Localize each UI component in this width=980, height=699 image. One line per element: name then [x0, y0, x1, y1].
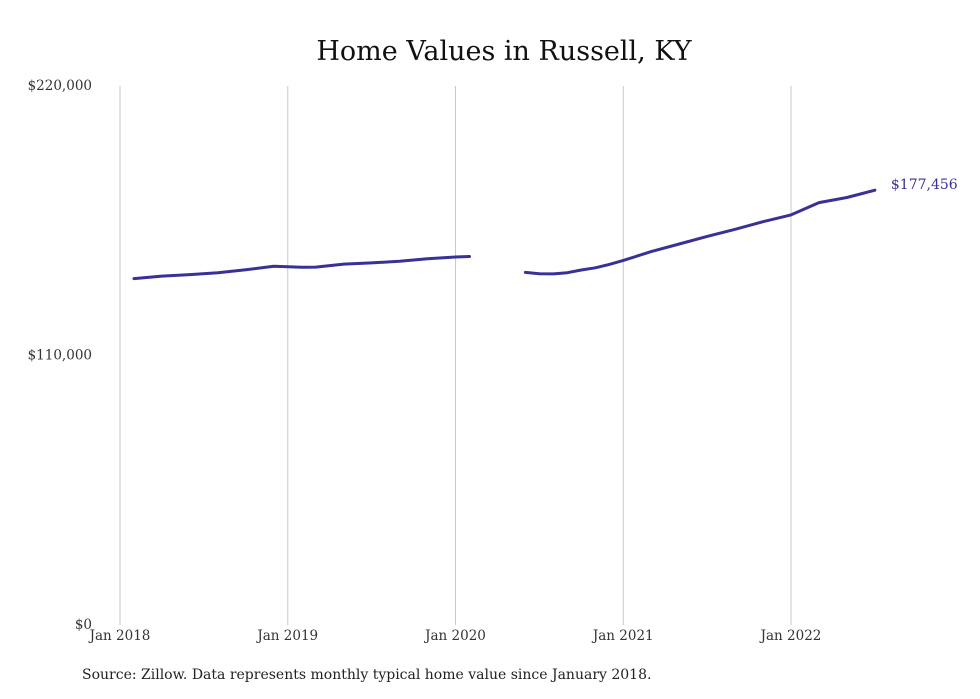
- source-note: Source: Zillow. Data represents monthly …: [82, 667, 652, 683]
- x-tick-label-1: Jan 2019: [255, 628, 318, 644]
- x-axis-ticks: Jan 2018 Jan 2019 Jan 2020 Jan 2021 Jan 2022: [88, 628, 822, 644]
- x-tick-label-0: Jan 2018: [88, 628, 151, 644]
- x-tick-label-3: Jan 2021: [591, 628, 654, 644]
- y-tick-label-2: $220,000: [28, 78, 92, 94]
- series-line-segment-1: [523, 188, 877, 276]
- series-line-segment-0: [132, 255, 471, 281]
- series-home-value: [132, 188, 877, 281]
- x-tick-label-2: Jan 2020: [423, 628, 486, 644]
- y-tick-label-1: $110,000: [28, 348, 92, 364]
- y-tick-label-0: $0: [75, 617, 92, 633]
- grid-lines: [119, 86, 792, 625]
- chart-title: Home Values in Russell, KY: [316, 36, 692, 67]
- end-value-label: $177,456: [891, 177, 958, 193]
- x-tick-label-4: Jan 2022: [759, 628, 822, 644]
- y-axis-ticks: $0 $110,000 $220,000: [28, 78, 92, 633]
